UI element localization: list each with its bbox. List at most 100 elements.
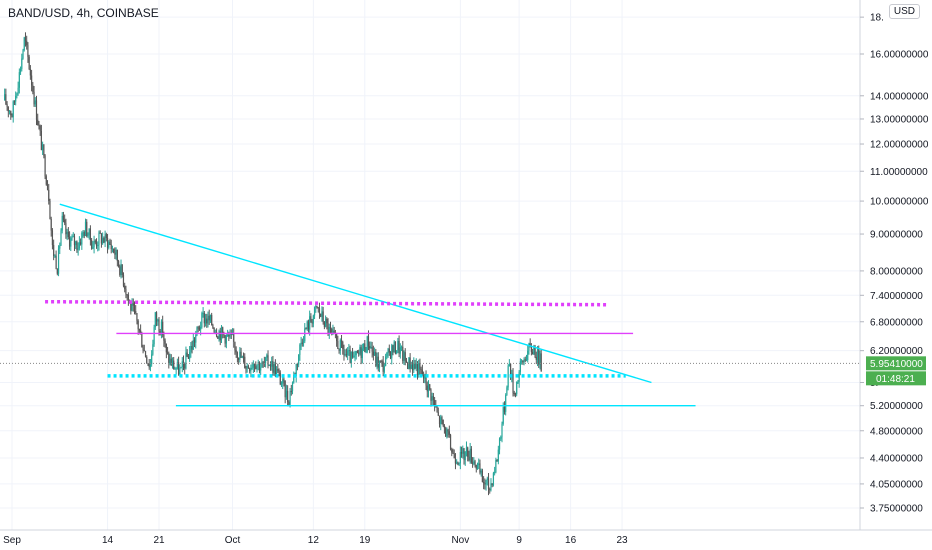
candle-body <box>261 362 263 368</box>
candle-body <box>272 360 274 373</box>
candle-body <box>498 438 501 450</box>
candle-body <box>453 453 455 459</box>
candle-body <box>104 234 106 243</box>
candle-body <box>426 385 428 392</box>
candle-body <box>4 94 6 101</box>
candle-body <box>181 361 183 368</box>
candle-body <box>126 294 128 296</box>
candle-body <box>72 236 74 238</box>
time-axis[interactable]: Sep 14 21 Oct 12 19 Nov 9 16 23 <box>0 529 932 546</box>
candle-body <box>418 363 420 376</box>
candle-body <box>102 238 104 244</box>
candle-body <box>86 221 88 237</box>
candle-body <box>416 363 419 376</box>
candle-body <box>344 354 346 356</box>
candle-body <box>230 333 232 335</box>
candle-body <box>22 50 24 59</box>
candle-body <box>320 313 322 317</box>
candle-body <box>24 37 27 41</box>
candle-body <box>215 332 218 337</box>
candle-body <box>179 367 181 375</box>
currency-button[interactable]: USD <box>888 4 920 19</box>
candle-body <box>347 350 349 356</box>
candle-body <box>184 363 186 369</box>
candle-body <box>485 479 487 485</box>
candle-body <box>211 314 213 326</box>
candle-body <box>269 364 272 367</box>
candle-body <box>19 68 22 73</box>
time-tick-label: 9 <box>516 535 522 546</box>
candle-body <box>207 315 209 324</box>
candle-body <box>106 238 109 248</box>
candle-body <box>176 362 178 369</box>
candle-body <box>94 240 96 243</box>
candle-body <box>528 343 530 351</box>
candle-body <box>87 235 89 237</box>
price-tick-label: 6.80000000 <box>870 317 923 328</box>
candle-body <box>377 356 379 368</box>
candle-body <box>153 327 155 345</box>
candle-body <box>6 104 8 107</box>
candle-body <box>185 352 187 369</box>
candle-body <box>285 390 287 398</box>
candle-body <box>489 489 491 491</box>
candle-body <box>91 240 93 249</box>
candle-body <box>239 351 241 360</box>
candle-body <box>234 341 236 351</box>
candle-body <box>287 390 289 402</box>
candle-body <box>131 303 133 311</box>
candle-body <box>29 68 31 76</box>
candle-body <box>442 419 444 426</box>
price-axis[interactable]: 18. 16.00000000 14.00000000 13.00000000 12.0… <box>859 0 929 530</box>
candle-body <box>11 115 13 118</box>
candle-body <box>174 368 176 370</box>
candle-body <box>28 56 30 69</box>
candle-body <box>359 347 361 354</box>
trendline-drawings[interactable] <box>45 203 696 407</box>
candle-body <box>7 106 9 112</box>
candle-body <box>48 189 50 201</box>
candle-body <box>68 236 71 247</box>
candle-body <box>191 345 193 350</box>
candle-body <box>140 330 142 334</box>
candle-body <box>135 311 137 314</box>
candle-body <box>306 321 308 330</box>
candle-body <box>180 367 182 369</box>
candle-body <box>518 371 520 382</box>
candle-body <box>231 334 234 336</box>
candle-body <box>332 330 334 333</box>
candle-body <box>113 248 115 253</box>
candle-body <box>479 463 481 473</box>
candle-body <box>396 350 398 354</box>
candle-body <box>283 379 285 381</box>
candle-body <box>452 452 454 454</box>
candle-body <box>252 364 254 368</box>
candle-body <box>203 312 205 324</box>
candle-body <box>279 372 281 385</box>
candle-body <box>500 437 502 439</box>
chart-grid <box>0 0 860 530</box>
candle-body <box>376 356 378 366</box>
candle-body <box>246 366 248 369</box>
candle-body <box>293 374 295 383</box>
candle-body <box>166 352 169 354</box>
candle-body <box>366 336 368 352</box>
candle-body <box>530 346 532 352</box>
candle-body <box>315 306 317 308</box>
candle-body <box>146 356 148 364</box>
candle-body <box>508 363 510 367</box>
candle-body <box>523 359 525 363</box>
candle-body <box>516 381 518 395</box>
candle-body <box>503 407 506 412</box>
candle-body <box>305 328 307 330</box>
candle-body <box>148 363 150 368</box>
candle-body <box>391 345 393 359</box>
candle-body <box>372 351 374 356</box>
candle-body <box>481 470 483 483</box>
candle-body <box>21 58 23 69</box>
time-tick-label: 14 <box>102 535 114 546</box>
candle-body <box>38 124 40 126</box>
price-tick-label: 4.80000000 <box>870 426 923 437</box>
candle-body <box>474 461 476 465</box>
